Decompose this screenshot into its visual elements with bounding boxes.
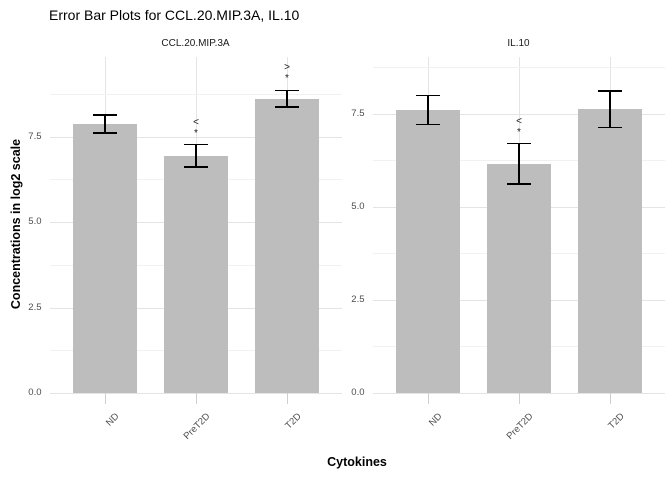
x-tick-label-nd: ND xyxy=(104,411,122,429)
x-axis-tick xyxy=(195,393,197,404)
bar-t2d xyxy=(578,109,642,393)
x-axis-tick xyxy=(609,393,611,404)
error-bar-stem xyxy=(609,91,611,128)
error-bar-cap-top xyxy=(416,94,440,97)
y-tick-label: 7.5 xyxy=(351,107,365,119)
error-bar-cap-bottom xyxy=(93,132,117,134)
x-axis-title: Cytokines xyxy=(327,455,387,469)
x-tick-label-t2d: T2D xyxy=(283,411,304,432)
bar-nd xyxy=(73,123,137,393)
bar-pret2d xyxy=(164,155,228,393)
significance-annotation: < * xyxy=(193,116,199,139)
error-bar-cap-top xyxy=(184,143,208,146)
gridline-minor-h xyxy=(49,93,342,95)
plot-title: Error Bar Plots for CCL.20.MIP.3A, IL.10 xyxy=(49,7,300,23)
significance-annotation: < * xyxy=(516,115,522,138)
gridline-major-h xyxy=(49,136,342,138)
error-bar-stem xyxy=(104,114,106,134)
error-bar-cap-bottom xyxy=(416,123,440,126)
error-bar-cap-bottom xyxy=(598,126,622,129)
y-tick-label: 5.0 xyxy=(28,216,42,228)
error-bar-cap-top xyxy=(507,142,531,145)
x-tick-label-pret2d: PreT2D xyxy=(181,411,213,442)
x-axis-tick xyxy=(518,393,520,404)
y-tick-label: 7.5 xyxy=(28,130,42,142)
y-tick-label: 0.0 xyxy=(351,387,365,398)
error-bar-cap-top xyxy=(598,90,622,92)
error-bar-cap-bottom xyxy=(275,106,299,108)
error-bar-cap-bottom xyxy=(184,166,208,168)
bar-pret2d xyxy=(487,163,551,393)
y-tick-label: 2.5 xyxy=(351,293,365,305)
error-bar-cap-top xyxy=(275,89,299,92)
facet-strip-ccl20mip3a: CCL.20.MIP.3A xyxy=(161,38,230,49)
bar-nd xyxy=(396,109,460,393)
gridline-minor-h xyxy=(372,67,665,69)
gridline-major-h xyxy=(372,113,665,115)
error-bar-cap-top xyxy=(93,114,117,116)
y-tick-label: 5.0 xyxy=(351,200,365,212)
facet-strip-il10: IL.10 xyxy=(507,38,530,49)
y-tick-label: 2.5 xyxy=(28,301,42,313)
bar-t2d xyxy=(255,98,319,393)
x-tick-label-nd: ND xyxy=(427,411,445,429)
x-axis-tick xyxy=(104,393,106,404)
error-bar-stem xyxy=(195,144,197,168)
x-tick-label-pret2d: PreT2D xyxy=(504,411,536,442)
error-bar-cap-bottom xyxy=(507,183,531,185)
x-axis-tick xyxy=(286,393,288,404)
significance-annotation: > * xyxy=(284,62,290,85)
x-tick-label-t2d: T2D xyxy=(606,411,627,432)
x-axis-tick xyxy=(427,393,429,404)
error-bar-stem xyxy=(518,143,520,184)
error-bar-stem xyxy=(286,90,288,107)
error-bar-stem xyxy=(427,95,429,125)
y-tick-label: 0.0 xyxy=(28,387,42,398)
